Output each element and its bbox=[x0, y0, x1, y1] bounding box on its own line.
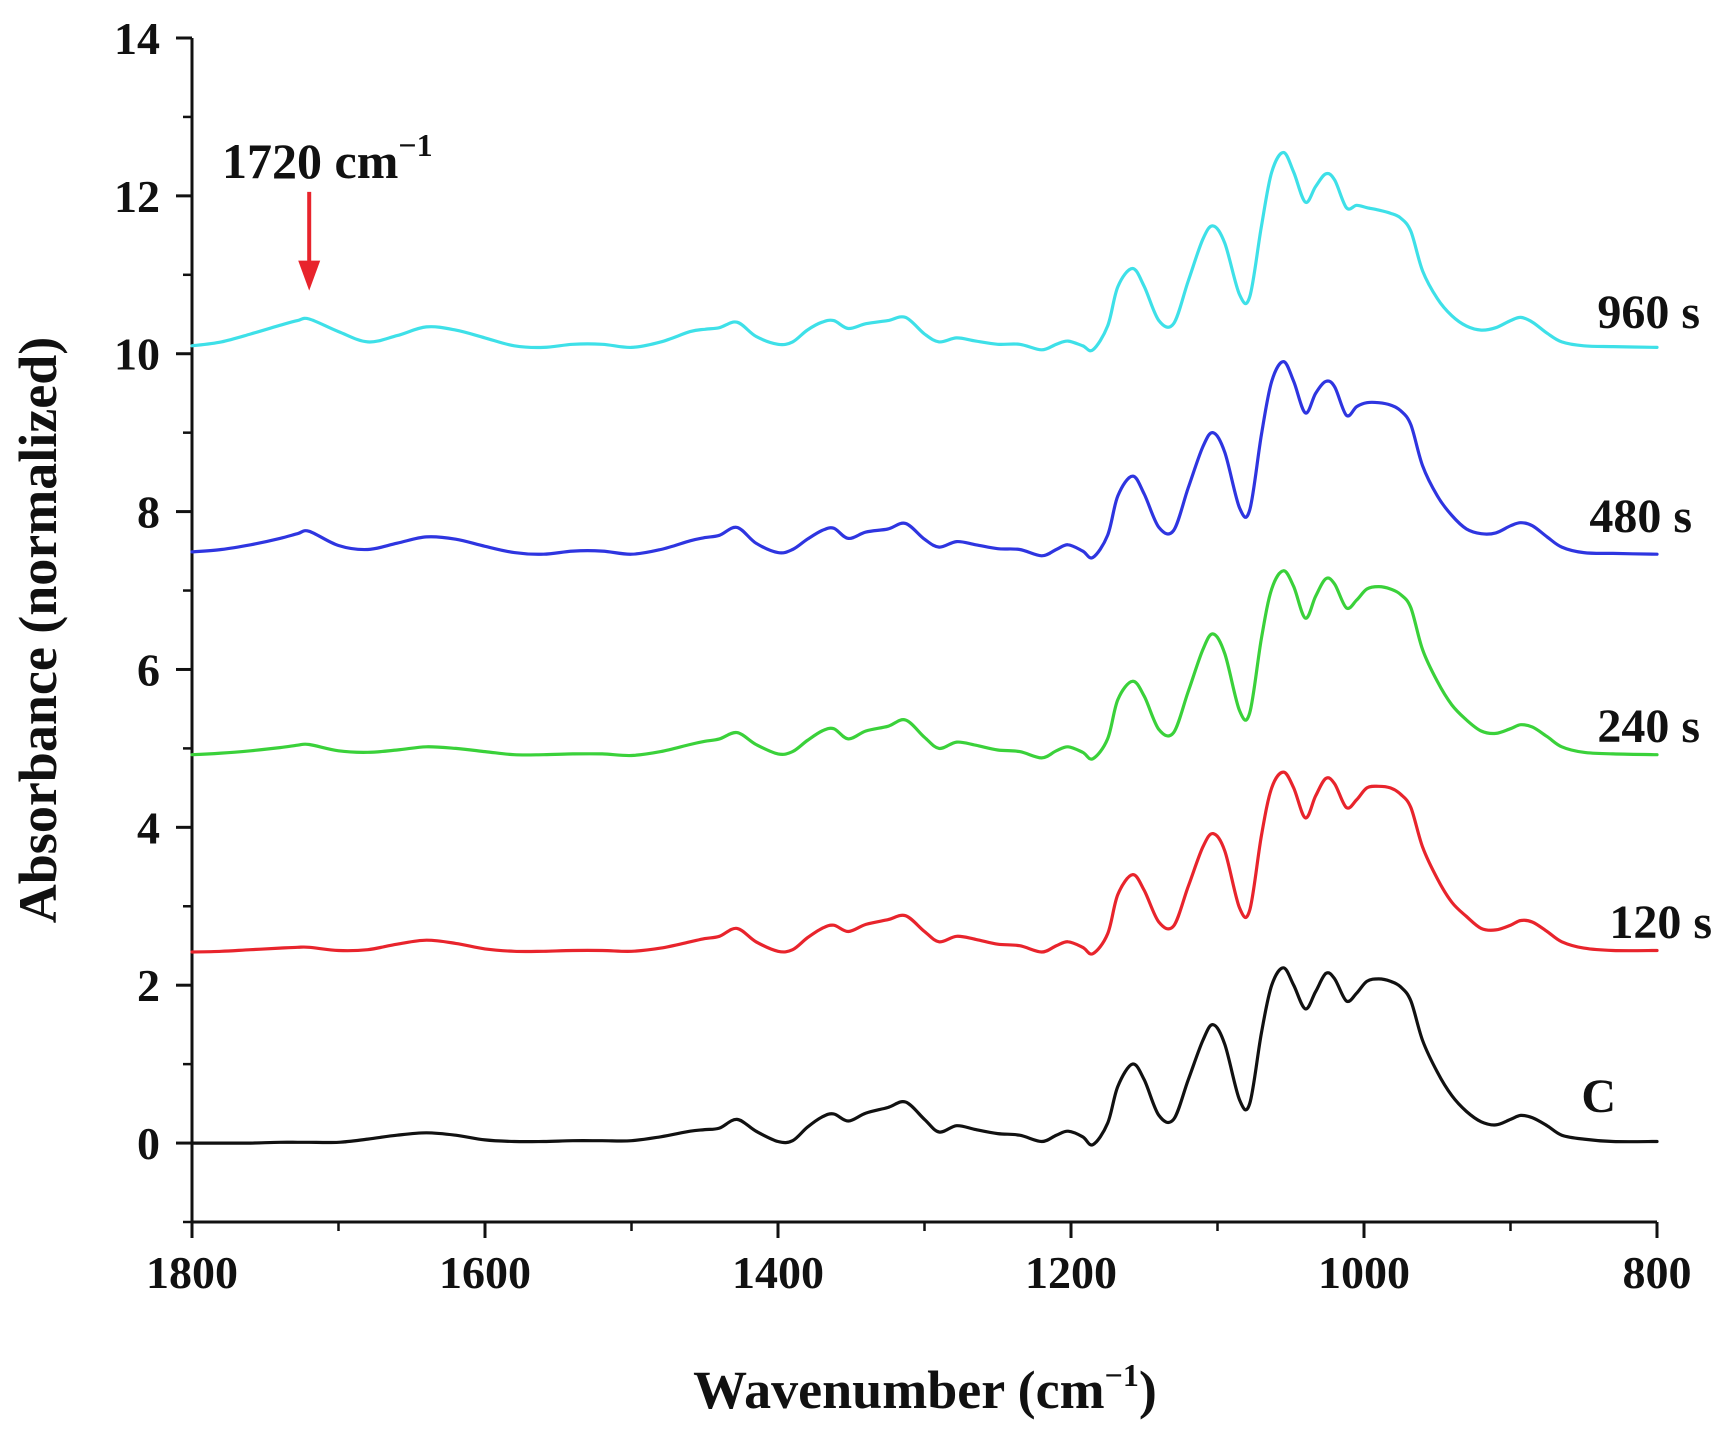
series-line-240-s bbox=[190, 569, 1659, 761]
annotation-label-sup: −1 bbox=[398, 127, 432, 163]
series-label: 480 s bbox=[1589, 490, 1692, 543]
series-label: 240 s bbox=[1597, 700, 1700, 753]
x-ticks: 1800 1600 1400 1200 1000 800 bbox=[146, 1222, 1692, 1298]
series-label: 120 s bbox=[1609, 896, 1712, 949]
y-axis-title: Absorbance (normalized) bbox=[8, 337, 68, 923]
series-line-C bbox=[190, 966, 1659, 1147]
annotation-label-text: 1720 cm bbox=[222, 133, 398, 189]
annotation-label: 1720 cm−1 bbox=[222, 127, 433, 189]
annotation-1720: 1720 cm−1 bbox=[222, 127, 433, 291]
x-tick-label: 1000 bbox=[1318, 1247, 1410, 1298]
y-tick-label: 10 bbox=[114, 329, 160, 380]
series-lines bbox=[190, 150, 1659, 1147]
y-ticks: 0 2 4 6 8 10 12 14 bbox=[114, 13, 192, 1224]
x-axis-title-text: Wavenumber (cm bbox=[693, 1360, 1104, 1420]
x-tick-label: 800 bbox=[1623, 1247, 1692, 1298]
series-line-480-s bbox=[190, 360, 1659, 560]
x-axis-title-sup: −1 bbox=[1105, 1357, 1139, 1393]
series-line-960-s bbox=[190, 150, 1659, 353]
y-tick-label: 8 bbox=[137, 487, 160, 538]
series-labels: C 120 s 240 s 480 s 960 s bbox=[1581, 286, 1712, 1123]
y-tick-label: 12 bbox=[114, 171, 160, 222]
y-tick-label: 2 bbox=[137, 960, 160, 1011]
x-axis-title-close: ) bbox=[1139, 1360, 1157, 1420]
y-tick-label: 0 bbox=[137, 1118, 160, 1169]
series-label: C bbox=[1581, 1070, 1616, 1123]
series-line-120-s bbox=[190, 770, 1659, 956]
x-tick-label: 1200 bbox=[1025, 1247, 1117, 1298]
x-axis-title: Wavenumber (cm−1) bbox=[693, 1357, 1157, 1420]
y-tick-label: 14 bbox=[114, 13, 160, 64]
axes bbox=[190, 38, 1657, 1224]
x-tick-label: 1800 bbox=[146, 1247, 238, 1298]
x-tick-label: 1600 bbox=[439, 1247, 531, 1298]
y-tick-label: 6 bbox=[137, 644, 160, 695]
y-tick-label: 4 bbox=[137, 802, 160, 853]
annotation-arrowhead bbox=[298, 260, 321, 291]
x-tick-label: 1400 bbox=[732, 1247, 824, 1298]
series-label: 960 s bbox=[1597, 286, 1700, 339]
